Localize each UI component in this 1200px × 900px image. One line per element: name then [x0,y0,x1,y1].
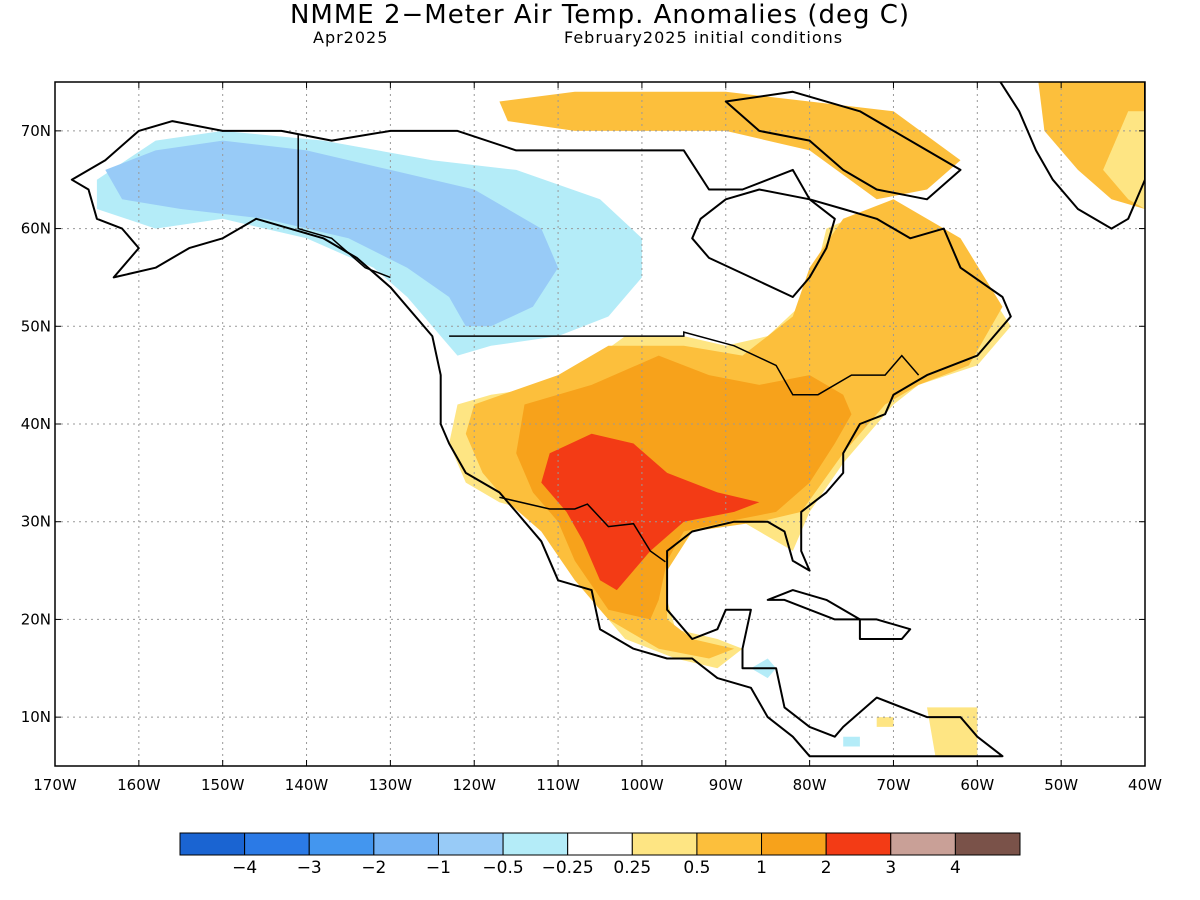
colorbar: −4 −3 −2 −1 −0.5 −0.25 0.25 0.5 1 2 3 4 [179,832,1021,878]
month-label: Apr2025 [313,28,389,47]
colorbar-label: 4 [950,858,961,878]
colorbar-swatch [825,832,892,856]
lon-tick-label: 80W [793,776,827,794]
anomaly-region [541,433,760,591]
anomaly-region [876,717,894,727]
lon-tick-label: 60W [960,776,994,794]
page-title: NMME 2−Meter Air Temp. Anomalies (deg C) [289,0,911,30]
anomaly-region [105,140,559,327]
lat-tick-label: 70N [21,122,51,140]
coastline-cuba [766,589,861,621]
border-us-canada [449,331,920,396]
coastlines [70,82,1145,758]
coastline-greenland [999,82,1145,230]
coastline-north-america [70,120,1012,758]
graticule [55,82,1145,766]
axis-ticks: 70N 60N 50N 40N 30N 20N 10N 170W 160W 150W 140W 130… [21,82,1162,794]
lat-tick-label: 40N [21,415,51,433]
colorbar-swatch [696,832,763,856]
colorbar-label: −0.25 [542,858,594,878]
colorbar-label: −1 [426,858,451,878]
colorbar-label: −0.5 [482,858,523,878]
border-us-mexico [499,496,666,563]
colorbar-label: 1 [756,858,767,878]
colorbar-label: 3 [885,858,896,878]
colorbar-swatch [567,832,633,856]
colorbar-swatch [631,832,698,856]
colorbar-swatch [954,832,1021,856]
colorbar-swatch [761,832,827,856]
colorbar-swatch [308,832,375,856]
coastline-baffin-island [724,90,962,201]
border-alaska-canada [297,134,391,279]
lat-tick-label: 50N [21,317,51,335]
initial-conditions-label: February2025 initial conditions [564,28,844,47]
lon-tick-label: 140W [285,776,329,794]
lon-tick-label: 170W [33,776,77,794]
colorbar-label: 0.5 [683,858,710,878]
lon-tick-label: 90W [709,776,743,794]
political-borders [297,134,920,563]
colorbar-label: 0.25 [613,858,651,878]
colorbar-label: −2 [361,858,386,878]
coastline-hudson-bay [691,188,836,298]
lon-tick-label: 150W [201,776,245,794]
lon-tick-label: 160W [117,776,161,794]
lat-tick-label: 60N [21,220,51,238]
lon-tick-label: 110W [536,776,580,794]
anomaly-region [1103,111,1145,209]
anomaly-region [499,91,961,200]
lon-tick-label: 70W [877,776,911,794]
lon-tick-label: 120W [452,776,496,794]
colorbar-label: 2 [821,858,832,878]
lon-tick-label: 130W [369,776,413,794]
anomaly-region [843,736,860,747]
lon-tick-label: 100W [620,776,664,794]
coastline-hispaniola [858,618,912,640]
colorbar-swatch [244,832,310,856]
colorbar-label: −4 [232,858,257,878]
lat-tick-label: 30N [21,513,51,531]
lon-tick-label: 50W [1044,776,1078,794]
lat-tick-label: 10N [21,708,51,726]
colorbar-swatch [890,832,956,856]
anomaly-fills [96,82,1145,757]
colorbar-swatch [179,832,246,856]
colorbar-swatch [373,832,439,856]
lat-tick-label: 20N [21,610,51,628]
lon-tick-label: 40W [1128,776,1162,794]
anomaly-region [927,707,978,757]
colorbar-label: −3 [297,858,322,878]
colorbar-swatch [437,832,504,856]
colorbar-swatch [502,832,569,856]
